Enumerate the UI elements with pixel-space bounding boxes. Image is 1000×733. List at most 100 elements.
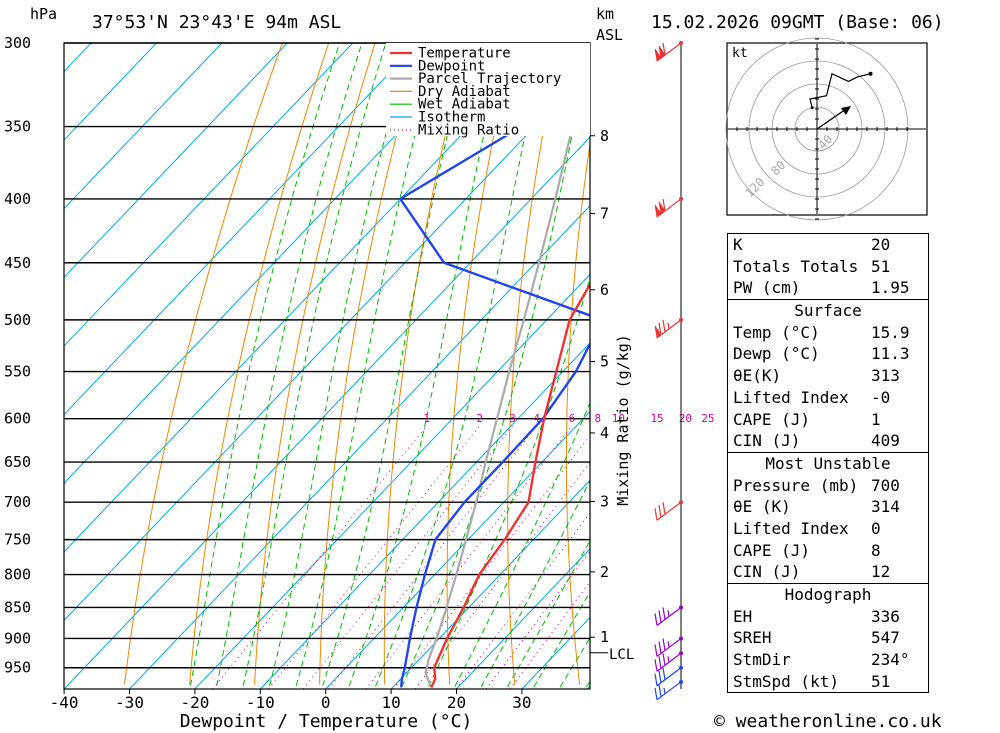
surface-cape-value: 1: [871, 409, 881, 429]
mu-title: Most Unstable: [765, 453, 891, 473]
background-lines: [64, 43, 1000, 689]
mixing-ratio-axis-title: Mixing Ratio (g/kg): [614, 334, 632, 506]
wet-adiabat-line: [347, 43, 506, 689]
sreh-row: SREH 547: [728, 627, 928, 649]
wind-barb: [654, 665, 683, 687]
pressure-tick-label: 700: [4, 493, 31, 511]
wind-barbs: [654, 41, 683, 701]
most-unstable-section: Most Unstable Pressure (mb) 700 θE (K) 314…: [728, 451, 928, 583]
surface-theta-value: 313: [871, 366, 900, 386]
dry-adiabat-line: [678, 43, 710, 685]
surface-dewp-row: Dewp (°C) 11.3: [728, 343, 928, 365]
isobars: [64, 42, 590, 669]
pressure-tick-label: 900: [4, 629, 31, 647]
legend-label: Dry Adiabat: [418, 84, 511, 100]
x-tick-label: 0: [321, 693, 331, 712]
x-tick-label: -10: [246, 693, 275, 712]
km-tick-label: 4: [600, 424, 609, 442]
mixing-ratio-line: [485, 550, 590, 689]
asl-label: ASL: [596, 26, 623, 44]
wind-barb: [654, 636, 683, 657]
mu-theta-label: θE (K): [733, 497, 791, 517]
isotherm-line: [64, 43, 419, 416]
km-label: km: [596, 5, 614, 23]
surface-li-value: -0: [871, 387, 891, 407]
tt-label: Totals Totals: [733, 256, 859, 276]
height-axis-labels: 8 7 6 5 4 3 2 1: [590, 127, 609, 654]
legend-label: Dewpoint: [418, 58, 485, 74]
mixing-ratio-label: 25: [701, 412, 714, 425]
wind-barb: [654, 500, 683, 521]
mixing-ratio-line: [302, 425, 513, 689]
pressure-tick-label: 300: [4, 34, 31, 52]
wind-barb: [654, 41, 683, 62]
mixing-ratio-label: 10: [612, 412, 625, 425]
hodograph-trace: [809, 71, 873, 130]
pressure-tick-label: 850: [4, 598, 31, 616]
wet-adiabat-line: [373, 43, 546, 689]
pressure-tick-label: 950: [4, 659, 31, 677]
surface-theta-label: θE(K): [733, 366, 782, 386]
surface-li-label: Lifted Index: [733, 387, 849, 407]
mu-cin-value: 12: [871, 562, 891, 582]
mu-pressure-value: 700: [871, 475, 900, 495]
x-tick-label: -30: [115, 693, 144, 712]
mu-cape-value: 8: [871, 540, 881, 560]
hodograph-section: Hodograph EH 336 SREH 547 StmDir 234° StmSp…: [728, 583, 928, 692]
km-tick-label: 6: [600, 281, 609, 299]
dry-adiabat-line: [383, 43, 469, 685]
isotherm-line: [64, 136, 590, 689]
mixing-ratio-label: 20: [679, 412, 692, 425]
eh-row: EH 336: [728, 606, 928, 628]
pressure-tick-label: 350: [4, 118, 31, 136]
legend-label: Wet Adiabat: [418, 97, 511, 113]
eh-value: 336: [871, 606, 900, 626]
legend-label: Temperature: [418, 46, 511, 62]
isotherm-line: [194, 273, 590, 689]
mu-pressure-row: Pressure (mb) 700: [728, 475, 928, 497]
stmdir-label: StmDir: [733, 650, 791, 670]
mixing-ratio-line: [455, 512, 590, 689]
mu-li-label: Lifted Index: [733, 518, 849, 538]
surface-temp-label: Temp (°C): [733, 322, 820, 342]
surface-section: Surface Temp (°C) 15.9 Dewp (°C) 11.3 θE(K…: [728, 299, 928, 452]
mixing-ratio-line: [414, 461, 590, 689]
wind-barb: [654, 196, 683, 218]
surface-cin-value: 409: [871, 431, 900, 451]
isotherm-line: [64, 43, 223, 210]
x-axis-title: Dewpoint / Temperature (°C): [180, 711, 473, 732]
dry-adiabat-line: [931, 43, 1000, 685]
x-tick-label: 20: [447, 693, 466, 712]
km-tick-label: 1: [600, 628, 609, 646]
mixing-ratio-line: [365, 425, 573, 689]
k-label: K: [733, 235, 743, 254]
isotherm-line: [64, 67, 590, 622]
pressure-tick-label: 650: [4, 453, 31, 471]
copyright: © weatheronline.co.uk: [714, 711, 942, 732]
wet-adiabat-line: [241, 43, 387, 689]
km-tick-label: 2: [600, 563, 609, 581]
isotherm-line: [456, 548, 590, 689]
mu-theta-row: θE (K) 314: [728, 496, 928, 518]
legend-label: Parcel Trajectory: [418, 71, 561, 87]
dry-adiabat-line: [254, 43, 376, 685]
surface-dewp-label: Dewp (°C): [733, 344, 820, 364]
stmspd-label: StmSpd (kt): [733, 671, 839, 691]
mu-cape-row: CAPE (J) 8: [728, 540, 928, 562]
temperature-axis-labels: -40 -30 -20 -10 0 10 20 30: [50, 689, 532, 712]
wet-adiabat-line: [189, 43, 341, 689]
parcel-line: [424, 56, 590, 688]
dry-adiabat-line: [507, 43, 561, 685]
hodo-title: Hodograph: [784, 585, 872, 604]
mixing-ratio-label: 4: [533, 412, 540, 425]
pw-label: PW (cm): [733, 278, 801, 298]
tt-value: 51: [871, 256, 891, 276]
hodo-wind-trace: [809, 72, 871, 108]
location-title: 37°53'N 23°43'E 94m ASL: [92, 12, 341, 33]
stats-panel: K 20 Totals Totals 51 PW (cm) 1.95 Surface …: [727, 233, 929, 694]
mixing-ratio-labels: 1 2 3 4 6 8 10 15 20 25: [423, 412, 714, 425]
surface-li-row: Lifted Index -0: [728, 387, 928, 409]
dry-adiabat-line: [189, 43, 330, 685]
stmdir-value: 234°: [871, 650, 910, 670]
